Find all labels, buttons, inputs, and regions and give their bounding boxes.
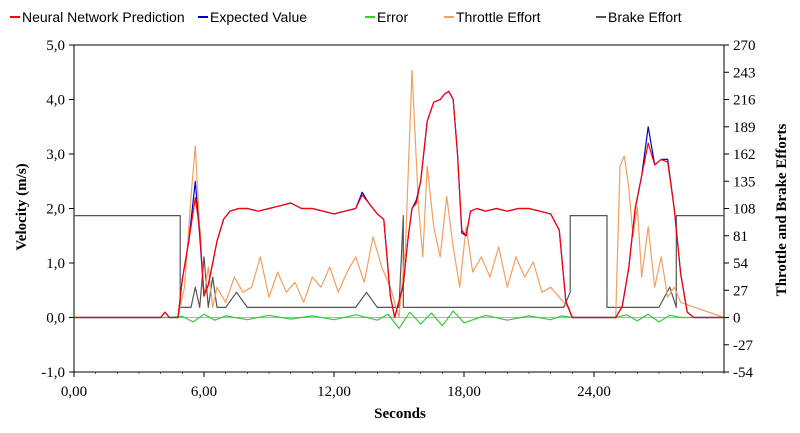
y-tick-label: 1,0 <box>46 256 65 272</box>
series-error-line <box>74 310 724 329</box>
y2-tick-label: -27 <box>733 338 753 354</box>
y-tick-label: 4,0 <box>46 93 65 109</box>
y-tick-label: 5,0 <box>46 38 65 54</box>
y2-tick-label: 108 <box>733 202 756 218</box>
y2-tick-label: 162 <box>733 147 756 163</box>
legend: Neural Network Prediction Expected Value E… <box>10 9 682 25</box>
series-layer <box>74 69 725 329</box>
y2-tick-label: -54 <box>733 365 753 381</box>
legend-label-expected-value: Expected Value <box>210 9 307 25</box>
x-tick-label: 6,00 <box>191 384 217 400</box>
y-tick-label: 2,0 <box>46 202 65 218</box>
y2-tick-label: 243 <box>733 65 756 81</box>
x-axis-ticks: 0,00 6,00 12,00 18,00 24,00 <box>61 372 725 400</box>
series-neural-network-prediction-line <box>74 90 724 319</box>
plot-frame <box>73 44 725 373</box>
x-axis-title: Seconds <box>374 406 426 422</box>
y-tick-label: 0,0 <box>46 311 65 327</box>
y2-tick-label: 189 <box>733 120 756 136</box>
y2-axis-ticks: -54 -27 0 27 54 81 108 135 162 189 216 243 270 <box>724 38 756 381</box>
x-tick-label: 24,00 <box>577 384 611 400</box>
legend-label-error: Error <box>377 9 408 25</box>
y2-tick-label: 27 <box>733 283 749 299</box>
y-tick-label: 3,0 <box>46 147 65 163</box>
x-tick-label: 0,00 <box>61 384 87 400</box>
x-tick-label: 18,00 <box>447 384 481 400</box>
series-brake-effort-line <box>74 215 724 308</box>
y2-tick-label: 81 <box>733 229 748 245</box>
legend-label-brake-effort: Brake Effort <box>608 9 682 25</box>
y2-tick-label: 216 <box>733 93 756 109</box>
y2-tick-label: 135 <box>733 174 756 190</box>
series-throttle-effort-line <box>74 69 725 319</box>
y-axis-title: Velocity (m/s) <box>14 163 30 250</box>
y2-tick-label: 0 <box>733 311 741 327</box>
x-tick-label: 12,00 <box>317 384 351 400</box>
y-axis-ticks: -1,0 0,0 1,0 2,0 3,0 4,0 5,0 <box>41 38 74 381</box>
plot-border <box>73 44 725 373</box>
y2-tick-label: 270 <box>733 38 756 54</box>
y2-axis-title: Throttle and Brake Efforts <box>774 124 790 297</box>
legend-label-neural-network-prediction: Neural Network Prediction <box>22 9 185 25</box>
y-tick-label: -1,0 <box>41 365 65 381</box>
y2-tick-label: 54 <box>733 256 749 272</box>
legend-label-throttle-effort: Throttle Effort <box>456 9 541 25</box>
